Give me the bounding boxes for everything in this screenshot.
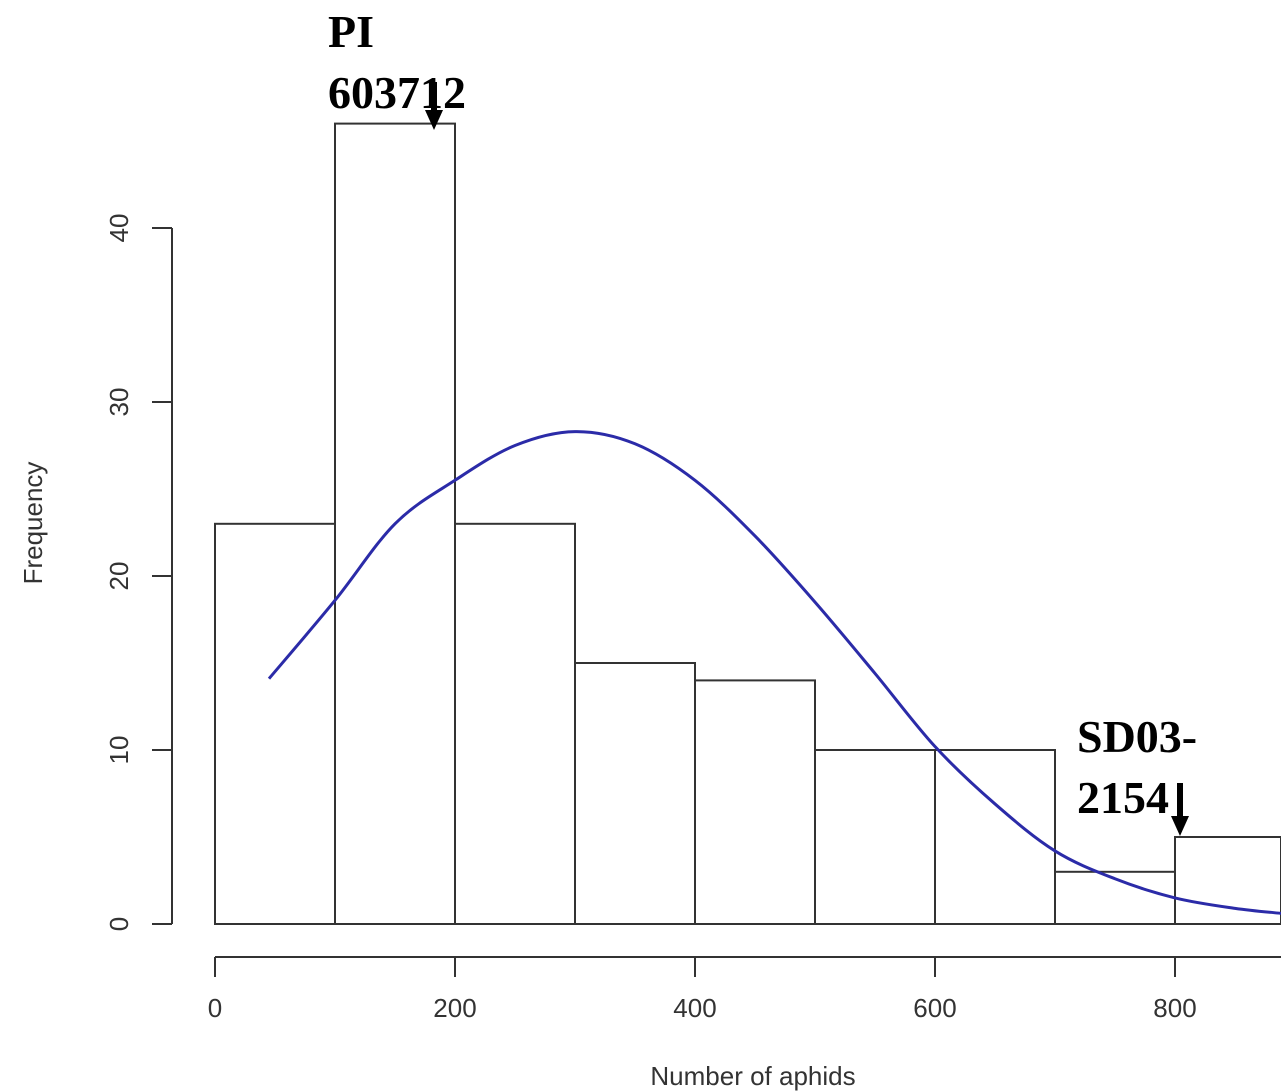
x-axis-label: Number of aphids (650, 1061, 855, 1091)
y-axis: 0 10 20 30 40 (104, 214, 173, 931)
histogram-bars (214, 122, 1281, 926)
histogram-bar-9 (1174, 836, 1281, 925)
y-tick-label: 20 (104, 562, 134, 591)
annotation-label-line1: PI (328, 6, 374, 57)
arrow-down-icon (425, 110, 443, 130)
x-tick-label: 800 (1153, 993, 1196, 1023)
annotation-label-line2: 2154 (1077, 772, 1169, 823)
x-tick-label: 600 (913, 993, 956, 1023)
annotation-label-line1: SD03- (1077, 711, 1197, 762)
y-tick-label: 10 (104, 736, 134, 765)
histogram-bar-6 (814, 749, 936, 925)
y-axis-label: Frequency (18, 462, 48, 585)
y-tick-label: 30 (104, 388, 134, 417)
y-tick-label: 0 (104, 917, 134, 931)
histogram-bar-4 (574, 662, 696, 925)
annotation-label-line2: 603712 (328, 67, 466, 118)
annotations: PI 603712 SD03- 2154 (328, 6, 1197, 836)
histogram-bar-3 (454, 522, 576, 925)
histogram-bar-8 (1054, 870, 1176, 925)
y-tick-label: 40 (104, 214, 134, 243)
x-tick-label: 0 (208, 993, 222, 1023)
x-tick-label: 200 (433, 993, 476, 1023)
histogram-bar-5 (694, 679, 816, 926)
x-axis: 0 200 400 600 800 (208, 956, 1281, 1023)
histogram-bar-1 (214, 522, 336, 925)
x-tick-label: 400 (673, 993, 716, 1023)
density-curve (267, 430, 1281, 915)
arrow-down-icon (1171, 816, 1189, 836)
